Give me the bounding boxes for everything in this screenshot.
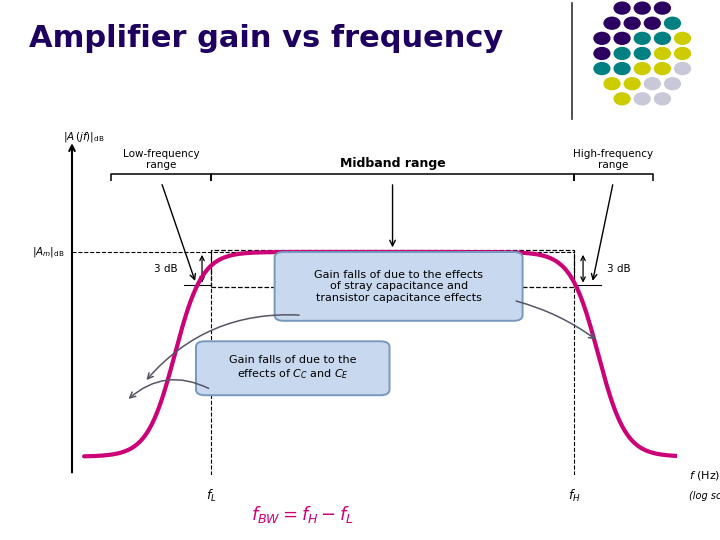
Text: Low-frequency
range: Low-frequency range bbox=[123, 148, 199, 170]
Text: $|A\,(jf)|_\mathrm{dB}$: $|A\,(jf)|_\mathrm{dB}$ bbox=[63, 130, 104, 144]
Text: Midband range: Midband range bbox=[340, 157, 446, 170]
Text: $f$ (Hz): $f$ (Hz) bbox=[689, 469, 720, 482]
FancyBboxPatch shape bbox=[196, 341, 390, 395]
Text: High-frequency
range: High-frequency range bbox=[573, 148, 653, 170]
Text: $f_H$: $f_H$ bbox=[567, 488, 580, 504]
FancyBboxPatch shape bbox=[274, 252, 523, 321]
Text: $f_L$: $f_L$ bbox=[206, 488, 217, 504]
Bar bbox=[211, 250, 574, 287]
Text: 3 dB: 3 dB bbox=[154, 264, 178, 274]
Text: 3 dB: 3 dB bbox=[607, 264, 631, 274]
Text: (log scale): (log scale) bbox=[689, 491, 720, 501]
Text: Gain falls of due to the effects
of stray capacitance and
transistor capacitance: Gain falls of due to the effects of stra… bbox=[314, 270, 483, 303]
Text: Amplifier gain vs frequency: Amplifier gain vs frequency bbox=[29, 24, 503, 53]
Text: $f_{BW} = f_H - f_L$: $f_{BW} = f_H - f_L$ bbox=[251, 504, 354, 525]
Text: Gain falls of due to the
effects of $C_C$ and $C_E$: Gain falls of due to the effects of $C_C… bbox=[229, 355, 356, 381]
Text: $|A_m|_\mathrm{dB}$: $|A_m|_\mathrm{dB}$ bbox=[32, 245, 65, 259]
